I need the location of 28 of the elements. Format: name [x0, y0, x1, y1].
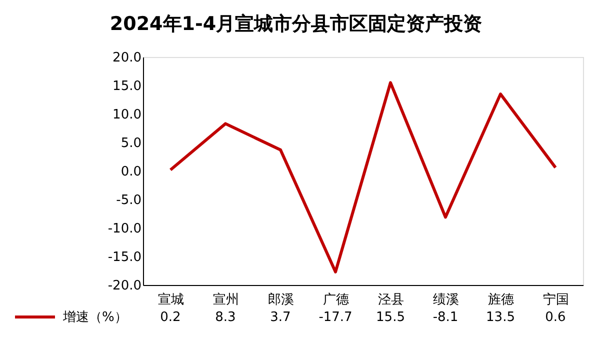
y-tick-label: 15.0 — [112, 79, 142, 94]
y-tick-label: -15.0 — [108, 250, 142, 265]
x-tick-label: 宣州 — [213, 292, 239, 308]
line-series — [169, 81, 557, 274]
x-tick-label: 旌德 — [488, 292, 514, 308]
data-label: 3.7 — [270, 310, 291, 325]
data-label: -8.1 — [432, 310, 458, 325]
y-tick-label: -20.0 — [108, 278, 142, 294]
y-tick-label: -10.0 — [108, 222, 142, 236]
data-label: 0.2 — [160, 310, 181, 325]
data-label: 13.5 — [486, 310, 515, 325]
data-label: 8.3 — [215, 310, 236, 325]
data-label: 15.5 — [376, 310, 405, 325]
y-tick-label: 20.0 — [112, 50, 142, 66]
chart-title: 2024年1-4月宣城市分县市区固定资产投资 — [110, 13, 482, 35]
x-tick-label: 宣城 — [158, 292, 184, 308]
legend-label: 增速（%） — [62, 310, 128, 325]
x-tick-label: 绩溪 — [433, 292, 459, 308]
x-tick-label: 郎溪 — [268, 292, 294, 308]
y-tick-label: 10.0 — [112, 108, 142, 122]
x-tick-label: 宁国 — [543, 292, 569, 308]
data-label: -17.7 — [318, 310, 352, 325]
data-label: 0.6 — [545, 310, 566, 325]
y-tick-label: 0.0 — [120, 164, 142, 180]
y-tick-label: 5.0 — [120, 136, 142, 151]
x-tick-label: 广德 — [323, 292, 349, 308]
x-tick-label: 泾县 — [378, 292, 404, 308]
y-tick-label: -5.0 — [116, 193, 142, 208]
